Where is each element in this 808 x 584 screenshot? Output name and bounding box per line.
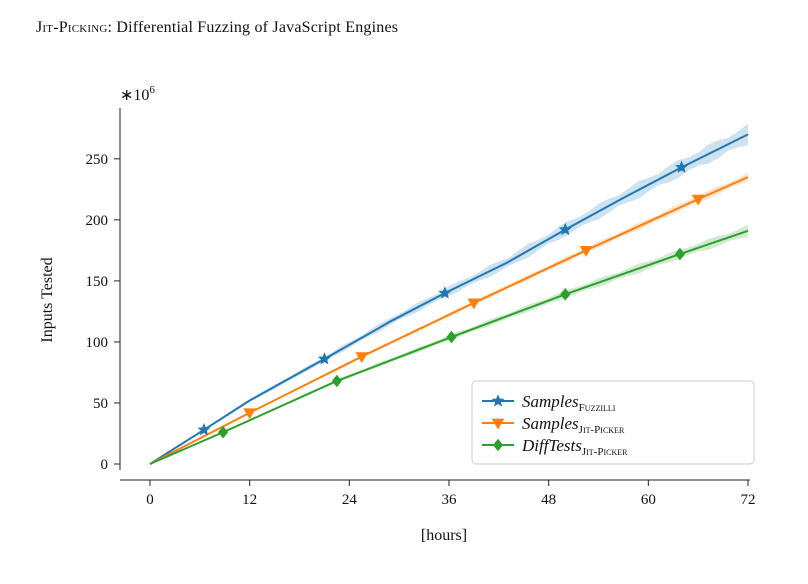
legend-marker-1 — [491, 418, 505, 430]
y-tick-label-0: 0 — [101, 457, 109, 473]
marker-series-1-2 — [467, 298, 481, 310]
y-tick-label-5: 250 — [86, 152, 109, 168]
axes: 0 50 100 150 200 250 0 12 24 36 48 60 72 — [86, 108, 756, 508]
marker-series-1-4 — [691, 194, 705, 206]
header-title-smallcaps: Jit-Picking — [36, 19, 108, 36]
axis-multiplier: ∗106 — [120, 84, 155, 104]
y-axis-label: Inputs Tested — [39, 257, 56, 342]
x-tick-label-0: 0 — [146, 492, 154, 508]
x-tick-label-4: 48 — [541, 492, 556, 508]
legend-entry-sub-2: Jit-Picker — [582, 446, 628, 458]
y-tick-label-1: 50 — [93, 396, 108, 412]
legend-entry-sub-0: Fuzzilli — [579, 402, 616, 414]
page-header: Jit-Picking: Differential Fuzzing of Jav… — [36, 19, 398, 37]
band-series-0 — [150, 123, 748, 465]
marker-series-0-1 — [317, 352, 331, 365]
legend-entry-sub-1: Jit-Picker — [579, 424, 625, 436]
header-title-rest: : Differential Fuzzing of JavaScript Eng… — [107, 19, 399, 36]
axis-multiplier-exponent: 6 — [149, 84, 155, 96]
marker-series-0-3 — [558, 222, 572, 236]
legend-marker-2 — [492, 438, 504, 452]
band-series-2 — [150, 224, 748, 464]
legend-marker-0 — [491, 394, 505, 407]
x-axis-label: [hours] — [421, 527, 467, 544]
legend: SamplesFuzzilliSamplesJit-PickerDiffTest… — [471, 380, 755, 465]
axis-labels: [hours] Inputs Tested ∗106 — [39, 84, 467, 544]
legend-box — [471, 380, 755, 465]
x-tick-label-2: 24 — [342, 492, 358, 508]
marker-series-1-3 — [579, 246, 593, 257]
y-tick-label-3: 150 — [86, 274, 109, 290]
marker-series-2-4 — [674, 247, 685, 261]
marker-series-1-0 — [243, 408, 257, 420]
marker-series-2-3 — [560, 288, 571, 301]
marker-series-2-1 — [331, 374, 342, 388]
x-tick-label-6: 72 — [741, 492, 756, 508]
y-tick-label-2: 100 — [86, 335, 109, 351]
y-tick-label-4: 200 — [86, 213, 109, 229]
marker-series-2-0 — [218, 425, 229, 439]
x-tick-label-1: 12 — [242, 492, 257, 508]
marker-series-2-2 — [446, 330, 457, 344]
marker-series-0-2 — [438, 286, 452, 299]
x-tick-label-5: 60 — [641, 492, 656, 508]
marker-series-1-1 — [355, 352, 369, 364]
marker-series-0-0 — [197, 423, 211, 436]
x-tick-label-3: 36 — [442, 492, 458, 508]
series-markers — [197, 160, 705, 439]
marker-series-0-4 — [675, 160, 689, 173]
